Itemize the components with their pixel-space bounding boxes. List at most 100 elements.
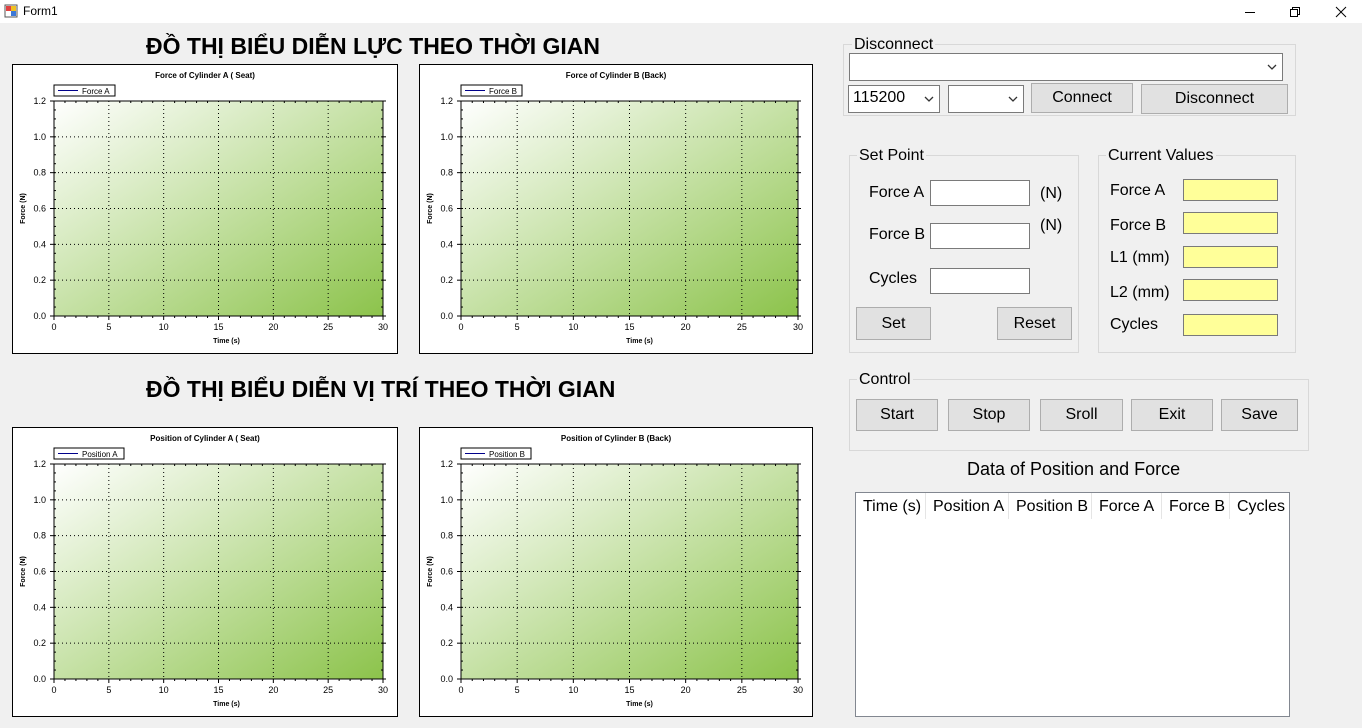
legend-label: Force B <box>489 87 517 96</box>
chart-title: Force of Cylinder B (Back) <box>566 71 667 80</box>
x-tick-label: 25 <box>323 685 333 695</box>
x-tick-label: 20 <box>268 322 278 332</box>
x-tick-label: 25 <box>323 322 333 332</box>
scroll-button[interactable]: Sroll <box>1040 399 1123 431</box>
y-tick-label: 0.2 <box>33 638 46 648</box>
connect-button[interactable]: Connect <box>1031 83 1133 113</box>
control-group-label: Control <box>857 371 913 389</box>
y-tick-label: 1.2 <box>440 96 453 106</box>
x-tick-label: 5 <box>515 685 520 695</box>
y-axis-label: Force (N) <box>20 556 27 587</box>
x-tick-label: 30 <box>793 685 803 695</box>
reset-button[interactable]: Reset <box>997 307 1072 340</box>
force-chart-heading: ĐỒ THỊ BIỂU DIỄN LỰC THEO THỜI GIAN <box>146 33 600 59</box>
legend-label: Position A <box>82 450 118 459</box>
legend-box <box>53 84 116 97</box>
setpoint-force-b-input[interactable] <box>930 223 1030 249</box>
current-force-b-display <box>1183 212 1278 234</box>
option-select[interactable] <box>948 85 1024 113</box>
chart-legend: Position A <box>53 447 125 460</box>
y-tick-label: 0.2 <box>440 638 453 648</box>
control-group <box>849 379 1309 451</box>
chart-legend: Force B <box>460 84 523 97</box>
y-tick-label: 0.8 <box>440 168 453 178</box>
x-tick-label: 15 <box>624 322 634 332</box>
y-axis-label: Force (N) <box>427 193 434 224</box>
y-axis-label: Force (N) <box>20 193 27 224</box>
chart-title: Position of Cylinder B (Back) <box>561 434 672 443</box>
port-select[interactable] <box>849 53 1283 81</box>
current-l1-display <box>1183 246 1278 268</box>
baud-rate-select[interactable]: 115200 <box>848 85 940 113</box>
column-header-force-b[interactable]: Force B <box>1162 493 1230 519</box>
y-tick-label: 0.8 <box>440 531 453 541</box>
x-tick-label: 0 <box>458 322 463 332</box>
column-header-time[interactable]: Time (s) <box>856 493 926 519</box>
y-tick-label: 0.2 <box>33 275 46 285</box>
minimize-button[interactable] <box>1227 0 1273 23</box>
x-tick-label: 30 <box>793 322 803 332</box>
chart-legend: Position B <box>460 447 532 460</box>
column-header-position-a[interactable]: Position A <box>926 493 1009 519</box>
x-tick-label: 5 <box>515 322 520 332</box>
restore-button[interactable] <box>1272 0 1318 23</box>
column-header-force-a[interactable]: Force A <box>1092 493 1162 519</box>
x-tick-label: 25 <box>737 685 747 695</box>
baud-rate-value: 115200 <box>853 89 906 106</box>
column-header-position-b[interactable]: Position B <box>1009 493 1092 519</box>
position-chart-heading: ĐỒ THỊ BIỂU DIỄN VỊ TRÍ THEO THỜI GIAN <box>146 376 616 402</box>
set-button[interactable]: Set <box>856 307 931 340</box>
current-l2-display <box>1183 279 1278 301</box>
y-tick-label: 0.4 <box>33 239 46 249</box>
y-tick-label: 1.0 <box>33 495 46 505</box>
setpoint-cycles-input[interactable] <box>930 268 1030 294</box>
chart-svg: 0 5 10 15 20 25 30 0.0 0.2 0.4 0.6 0.8 1.0 1.2 Force o… <box>427 71 803 345</box>
x-tick-label: 25 <box>737 322 747 332</box>
exit-button[interactable]: Exit <box>1131 399 1213 431</box>
connection-group-label: Disconnect <box>852 36 936 54</box>
close-button[interactable] <box>1318 0 1362 23</box>
setpoint-force-b-label: Force B <box>869 226 926 243</box>
chart-title: Force of Cylinder A ( Seat) <box>155 71 255 80</box>
chevron-down-icon <box>1008 96 1018 102</box>
y-tick-label: 1.0 <box>440 132 453 142</box>
data-table-title: Data of Position and Force <box>967 459 1181 479</box>
y-tick-label: 0.4 <box>440 602 453 612</box>
current-cycles-display <box>1183 314 1278 336</box>
start-button[interactable]: Start <box>856 399 938 431</box>
setpoint-force-b-unit: (N) <box>1040 217 1063 234</box>
connection-group <box>843 44 1296 116</box>
disconnect-button[interactable]: Disconnect <box>1141 84 1288 114</box>
legend-label: Force A <box>82 87 110 96</box>
y-tick-label: 0.0 <box>440 674 453 684</box>
setpoint-group <box>849 155 1079 353</box>
x-tick-label: 10 <box>159 322 169 332</box>
chart-title: Position of Cylinder A ( Seat) <box>150 434 260 443</box>
legend-box <box>53 447 125 460</box>
current-force-a-label: Force A <box>1110 182 1166 199</box>
x-tick-label: 15 <box>213 322 223 332</box>
y-tick-label: 0.2 <box>440 275 453 285</box>
y-tick-label: 0.6 <box>33 567 46 577</box>
window-titlebar: Form1 <box>0 0 1362 23</box>
current-cycles-label: Cycles <box>1110 316 1159 333</box>
y-tick-label: 0.0 <box>33 311 46 321</box>
stop-button[interactable]: Stop <box>948 399 1030 431</box>
current-l2-label: L2 (mm) <box>1110 284 1170 301</box>
force-b-chart: 0 5 10 15 20 25 30 0.0 0.2 0.4 0.6 0.8 1.0 1.2 Force o… <box>419 64 813 354</box>
y-tick-label: 0.0 <box>440 311 453 321</box>
y-tick-label: 0.8 <box>33 168 46 178</box>
x-tick-label: 20 <box>681 685 691 695</box>
save-button[interactable]: Save <box>1221 399 1298 431</box>
x-tick-label: 0 <box>51 685 56 695</box>
y-tick-label: 0.6 <box>33 204 46 214</box>
chart-svg: 0 5 10 15 20 25 30 0.0 0.2 0.4 0.6 0.8 1.0 1.2 Positio… <box>20 434 388 708</box>
force-a-chart: 0 5 10 15 20 25 30 0.0 0.2 0.4 0.6 0.8 1.0 1.2 Force o… <box>12 64 398 354</box>
minimize-icon <box>1245 11 1255 13</box>
x-axis-label: Time (s) <box>213 338 240 345</box>
data-table[interactable]: Time (s) Position A Position B Force A F… <box>855 492 1290 717</box>
column-header-cycles[interactable]: Cycles <box>1237 498 1286 515</box>
y-tick-label: 1.2 <box>440 459 453 469</box>
setpoint-force-a-input[interactable] <box>930 180 1030 206</box>
y-tick-label: 0.4 <box>440 239 453 249</box>
